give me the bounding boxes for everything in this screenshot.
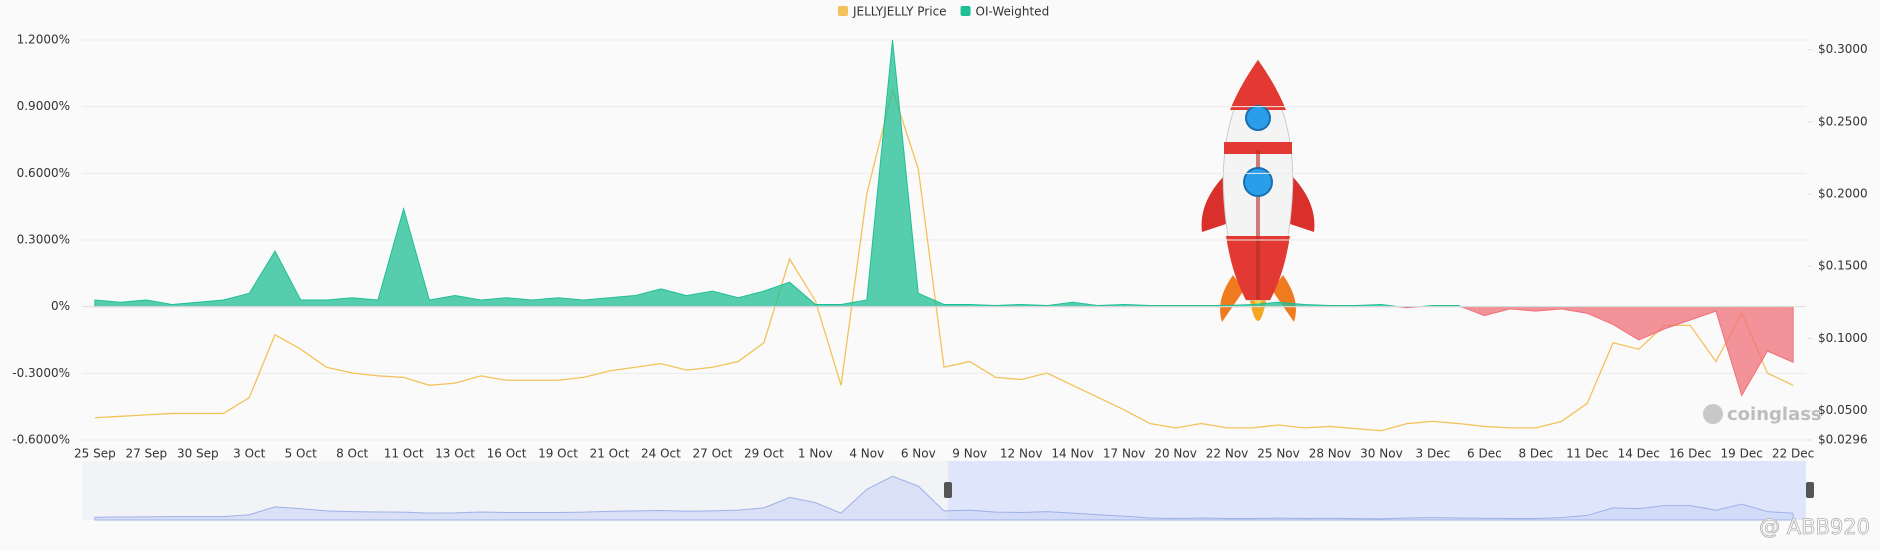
x-tick-label: 25 Nov <box>1257 447 1300 461</box>
watermark: coinglass <box>1727 404 1822 425</box>
legend-swatch <box>960 6 971 16</box>
y2-tick-label: $0.0500 <box>1818 403 1868 417</box>
legend-label: OI-Weighted <box>976 5 1050 19</box>
y2-tick-label: $0.1000 <box>1818 331 1868 345</box>
navigator-handle[interactable] <box>1806 482 1814 498</box>
x-tick-label: 30 Nov <box>1360 447 1403 461</box>
y2-tick-label: $0.1500 <box>1818 259 1868 273</box>
navigator-area <box>94 475 1794 521</box>
y-tick-label: 1.2000% <box>17 33 70 47</box>
x-tick-label: 3 Oct <box>233 447 265 461</box>
x-tick-label: 11 Dec <box>1566 447 1608 461</box>
x-tick-label: 12 Nov <box>1000 447 1043 461</box>
x-tick-label: 4 Nov <box>849 447 884 461</box>
x-tick-label: 17 Nov <box>1103 447 1146 461</box>
x-tick-label: 19 Oct <box>538 447 578 461</box>
x-tick-label: 14 Dec <box>1618 447 1660 461</box>
x-tick-label: 8 Oct <box>336 447 368 461</box>
watermark-icon <box>1703 404 1723 424</box>
x-tick-label: 24 Oct <box>641 447 681 461</box>
legend-swatch <box>838 6 848 16</box>
x-tick-label: 27 Sep <box>125 447 167 461</box>
x-tick-label: 1 Nov <box>798 447 833 461</box>
y2-tick-label: $0.2500 <box>1818 114 1868 128</box>
x-tick-label: 30 Sep <box>177 447 219 461</box>
x-tick-label: 27 Oct <box>692 447 732 461</box>
y2-tick-label: $0.2000 <box>1818 187 1868 201</box>
x-tick-label: 19 Dec <box>1721 447 1763 461</box>
y2-tick-label: $0.3000 <box>1818 42 1868 56</box>
x-tick-label: 8 Dec <box>1518 447 1553 461</box>
x-tick-label: 25 Sep <box>74 447 116 461</box>
x-tick-label: 3 Dec <box>1416 447 1451 461</box>
y-tick-label: 0% <box>51 299 70 313</box>
x-tick-label: 13 Oct <box>435 447 475 461</box>
x-tick-label: 14 Nov <box>1051 447 1094 461</box>
legend-label: JELLYJELLY Price <box>852 5 947 19</box>
x-tick-label: 16 Oct <box>487 447 527 461</box>
x-tick-label: 29 Oct <box>744 447 784 461</box>
y-tick-label: 0.3000% <box>17 233 70 247</box>
x-tick-label: 6 Dec <box>1467 447 1502 461</box>
x-tick-label: 11 Oct <box>384 447 424 461</box>
y-tick-label: 0.9000% <box>17 99 70 113</box>
x-tick-label: 28 Nov <box>1309 447 1352 461</box>
x-tick-label: 5 Oct <box>285 447 317 461</box>
x-tick-label: 6 Nov <box>901 447 936 461</box>
credit: @ ABB920 <box>1759 515 1870 539</box>
x-tick-label: 20 Nov <box>1154 447 1197 461</box>
price-line <box>94 87 1794 432</box>
y-tick-label: -0.3000% <box>12 366 70 380</box>
x-tick-label: 22 Nov <box>1206 447 1249 461</box>
oi-area <box>94 39 1794 397</box>
x-tick-label: 21 Oct <box>590 447 630 461</box>
rocket-illustration <box>1201 59 1315 322</box>
navigator-handle[interactable] <box>944 482 952 498</box>
x-tick-label: 16 Dec <box>1669 447 1711 461</box>
x-tick-label: 22 Dec <box>1772 447 1814 461</box>
y-tick-label: 0.6000% <box>17 166 70 180</box>
y-tick-label: -0.6000% <box>12 433 70 447</box>
y2-tick-label: $0.0296 <box>1818 433 1868 447</box>
x-tick-label: 9 Nov <box>952 447 987 461</box>
